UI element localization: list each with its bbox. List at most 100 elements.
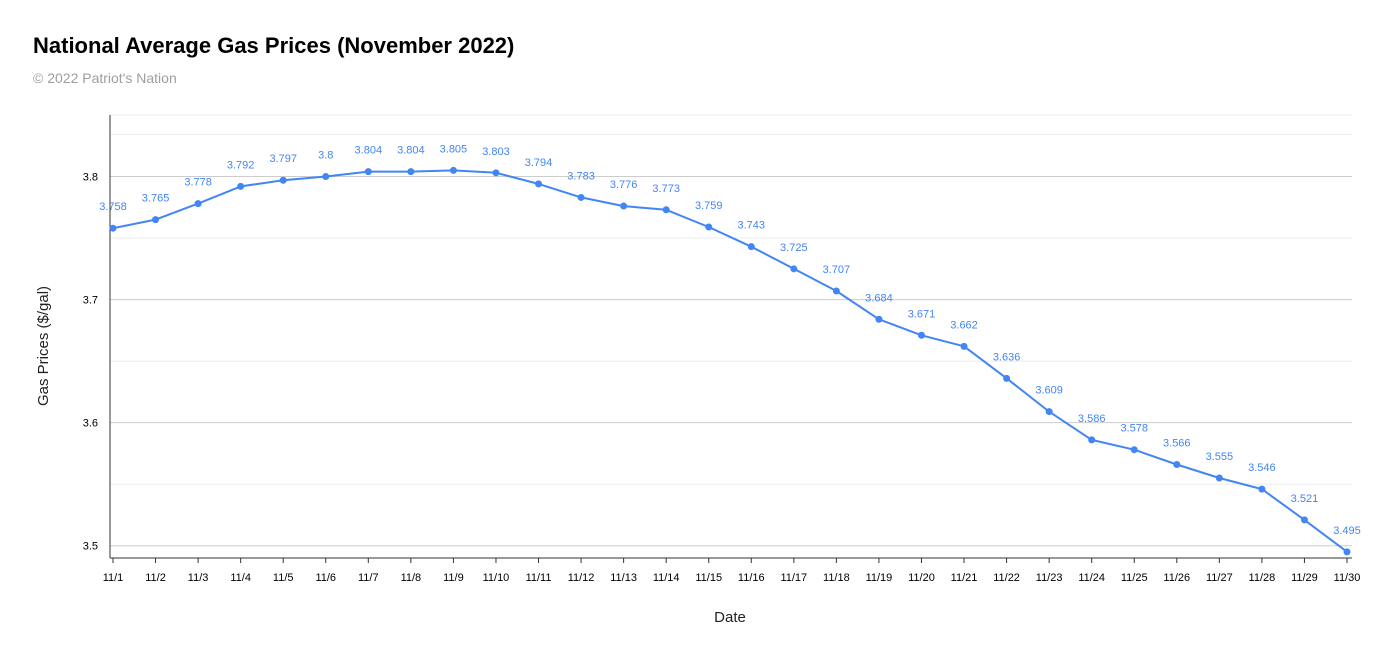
data-point (1300, 516, 1308, 524)
data-point (1215, 474, 1223, 482)
data-point (1173, 460, 1181, 468)
x-tick-label: 11/17 (780, 572, 807, 584)
data-point (152, 216, 160, 224)
data-point (1258, 485, 1266, 493)
x-tick-label: 11/16 (738, 572, 765, 584)
data-label: 3.758 (99, 201, 127, 213)
x-tick-label: 11/19 (866, 572, 893, 584)
data-point (535, 180, 543, 188)
x-tick-label: 11/13 (610, 572, 637, 584)
data-points (109, 166, 1351, 556)
data-label: 3.804 (355, 145, 383, 157)
x-tick-label: 11/23 (1036, 572, 1063, 584)
x-tick-label: 11/14 (653, 572, 680, 584)
chart-title: National Average Gas Prices (November 20… (33, 33, 515, 58)
x-tick-label: 11/24 (1078, 572, 1105, 584)
data-point (875, 315, 883, 323)
x-tick-label: 11/2 (145, 572, 166, 584)
data-point (662, 206, 670, 214)
data-label: 3.609 (1035, 385, 1063, 397)
data-label: 3.803 (482, 146, 510, 158)
data-point (577, 193, 585, 201)
data-label: 3.743 (738, 220, 766, 232)
data-point (1045, 408, 1053, 416)
data-label: 3.794 (525, 157, 553, 169)
data-label: 3.555 (1206, 451, 1234, 463)
data-point (449, 166, 457, 174)
data-point (1343, 548, 1351, 556)
x-tick-label: 11/8 (401, 572, 422, 584)
data-point (620, 202, 628, 210)
x-tick-label: 11/5 (273, 572, 294, 584)
y-axis: 3.5 3.6 3.7 3.8 (83, 115, 111, 558)
data-label: 3.797 (269, 153, 297, 165)
x-tick-label: 11/22 (993, 572, 1020, 584)
series-line-group (112, 169, 1348, 553)
data-label: 3.783 (567, 170, 595, 182)
data-point (1088, 436, 1096, 444)
series-line (112, 169, 1348, 553)
data-label: 3.778 (184, 177, 212, 189)
data-label: 3.725 (780, 242, 808, 254)
data-point (279, 176, 287, 184)
x-tick-label: 11/1 (103, 572, 124, 584)
x-axis-title: Date (714, 609, 746, 626)
x-tick-label: 11/28 (1249, 572, 1276, 584)
data-label: 3.578 (1120, 423, 1148, 435)
data-point (832, 287, 840, 295)
data-point (1130, 446, 1138, 454)
x-tick-label: 11/20 (908, 572, 935, 584)
x-tick-label: 11/30 (1334, 572, 1361, 584)
y-tick-label: 3.8 (83, 172, 98, 184)
x-tick-label: 11/7 (358, 572, 379, 584)
data-point (364, 168, 372, 176)
data-label: 3.586 (1078, 413, 1106, 425)
data-point (1003, 374, 1011, 382)
data-point (960, 342, 968, 350)
data-label: 3.684 (865, 292, 893, 304)
data-point (705, 223, 713, 231)
data-label: 3.662 (950, 319, 978, 331)
data-labels: 3.758 3.765 3.778 3.792 3.797 3.8 3.804 3.804 3.… (99, 143, 1361, 536)
data-label: 3.792 (227, 159, 255, 171)
y-tick-label: 3.5 (83, 541, 98, 553)
data-point (917, 331, 925, 339)
x-tick-label: 11/27 (1206, 572, 1233, 584)
data-label: 3.8 (318, 150, 333, 162)
x-tick-label: 11/4 (230, 572, 251, 584)
data-point (237, 182, 245, 190)
data-point (407, 168, 415, 176)
data-point (109, 224, 117, 232)
data-label: 3.566 (1163, 437, 1191, 449)
data-label: 3.521 (1291, 493, 1319, 505)
x-tick-label: 11/9 (443, 572, 464, 584)
y-axis-title: Gas Prices ($/gal) (35, 286, 52, 406)
y-tick-label: 3.6 (83, 418, 98, 430)
data-label: 3.776 (610, 179, 638, 191)
data-point (322, 173, 330, 181)
data-label: 3.707 (823, 264, 851, 276)
data-point (194, 200, 202, 208)
data-label: 3.759 (695, 200, 723, 212)
data-label: 3.671 (908, 308, 936, 320)
x-tick-label: 11/12 (568, 572, 595, 584)
x-tick-label: 11/11 (526, 572, 552, 584)
data-label: 3.546 (1248, 462, 1276, 474)
x-tick-label: 11/3 (188, 572, 209, 584)
chart-subtitle: © 2022 Patriot's Nation (33, 70, 177, 86)
x-tick-label: 11/26 (1163, 572, 1190, 584)
data-label: 3.495 (1333, 525, 1361, 537)
x-tick-label: 11/18 (823, 572, 850, 584)
y-tick-label: 3.7 (83, 295, 98, 307)
data-label: 3.765 (142, 193, 170, 205)
x-tick-label: 11/10 (483, 572, 510, 584)
x-tick-label: 11/6 (315, 572, 336, 584)
x-tick-label: 11/29 (1291, 572, 1318, 584)
data-label: 3.805 (440, 143, 468, 155)
data-point (492, 169, 500, 177)
data-label: 3.773 (652, 183, 680, 195)
x-tick-label: 11/21 (951, 572, 978, 584)
data-label: 3.636 (993, 351, 1021, 363)
data-point (790, 265, 798, 273)
